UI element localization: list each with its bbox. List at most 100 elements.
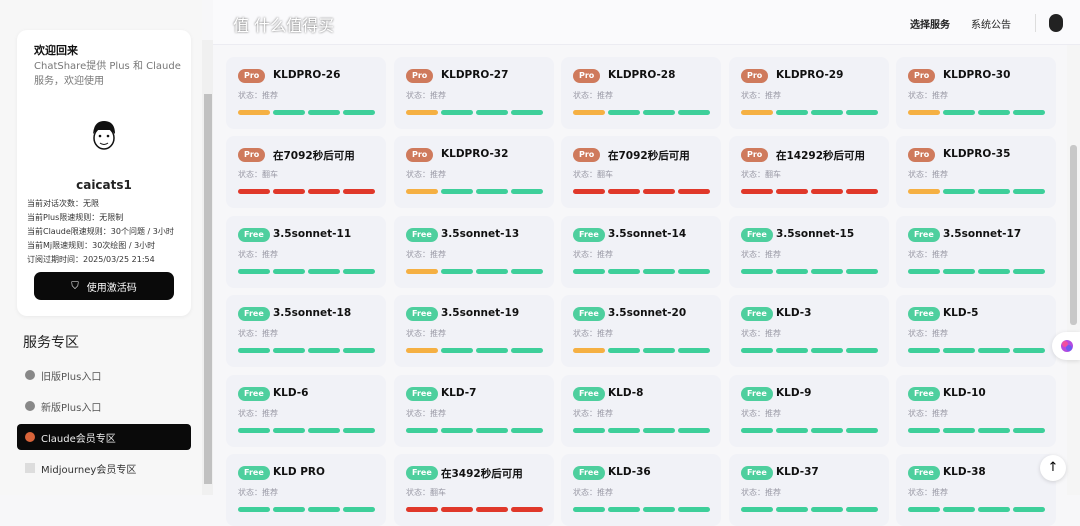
load-bar bbox=[273, 268, 305, 274]
service-card[interactable]: Free 3.5sonnet-20 状态：推荐 bbox=[561, 295, 721, 368]
assistant-button[interactable] bbox=[1052, 332, 1080, 360]
service-card[interactable]: Free KLD-36 状态：推荐 bbox=[561, 454, 721, 526]
welcome-subtitle: ChatShare提供 Plus 和 Claude 服务，欢迎使用 bbox=[34, 61, 181, 87]
back-to-top-button[interactable]: ↑ bbox=[1040, 455, 1066, 481]
status-value: 推荐 bbox=[262, 249, 278, 259]
status-label: 状态： bbox=[908, 249, 932, 259]
load-bars bbox=[573, 110, 710, 115]
service-card[interactable]: Pro 在7092秒后可用 状态：翻车 bbox=[226, 136, 386, 209]
service-card[interactable]: Pro 在14292秒后可用 状态：翻车 bbox=[729, 136, 889, 209]
sidebar-item-old-plus[interactable]: 旧版Plus入口 bbox=[17, 362, 191, 388]
load-bar bbox=[741, 507, 773, 512]
load-bar bbox=[608, 507, 640, 512]
nav-select-service[interactable]: 选择服务 bbox=[910, 20, 950, 31]
service-card[interactable]: Free 3.5sonnet-17 状态：推荐 bbox=[896, 215, 1056, 288]
shield-icon: ⛉ bbox=[71, 280, 79, 292]
service-status: 状态：推荐 bbox=[238, 408, 278, 419]
tier-badge: Free bbox=[573, 307, 605, 322]
nav-label: 旧版Plus入口 bbox=[41, 371, 102, 383]
service-status: 状态：翻车 bbox=[741, 169, 781, 180]
load-bar bbox=[643, 189, 675, 195]
status-value: 推荐 bbox=[597, 329, 613, 339]
service-card[interactable]: Pro KLDPRO-29 状态：推荐 bbox=[729, 57, 889, 129]
load-bar bbox=[238, 507, 270, 512]
nav-announcement[interactable]: 系统公告 bbox=[971, 20, 1011, 31]
watermark: 值 什么值得买 bbox=[233, 16, 335, 35]
load-bar bbox=[776, 507, 808, 512]
load-bar bbox=[741, 348, 773, 354]
load-bar bbox=[511, 268, 543, 274]
user-avatar[interactable] bbox=[1049, 14, 1063, 32]
service-status: 状态：推荐 bbox=[573, 249, 613, 260]
service-name: KLD-3 bbox=[776, 307, 812, 320]
info-line: 订阅过期时间：2025/03/25 21:54 bbox=[27, 255, 155, 264]
service-card[interactable]: Free 在3492秒后可用 状态：翻车 bbox=[394, 454, 554, 526]
load-bars bbox=[238, 268, 375, 274]
main-scroll-thumb[interactable] bbox=[1070, 145, 1077, 325]
username: caicats1 bbox=[76, 178, 132, 192]
service-card[interactable]: Free KLD-6 状态：推荐 bbox=[226, 374, 386, 447]
sidebar-item-claude[interactable]: Claude会员专区 bbox=[17, 424, 191, 450]
service-name: 3.5sonnet-20 bbox=[608, 307, 687, 320]
service-card[interactable]: Free KLD-38 状态：推荐 bbox=[896, 454, 1056, 526]
service-name: KLDPRO-35 bbox=[943, 148, 1011, 161]
sidebar-item-midjourney[interactable]: Midjourney会员专区 bbox=[17, 455, 191, 481]
load-bar bbox=[776, 427, 808, 433]
load-bar bbox=[608, 427, 640, 433]
service-name: 3.5sonnet-18 bbox=[273, 307, 352, 320]
service-name: KLDPRO-28 bbox=[608, 69, 676, 81]
service-card[interactable]: Free 3.5sonnet-11 状态：推荐 bbox=[226, 215, 386, 288]
service-card[interactable]: Pro KLDPRO-27 状态：推荐 bbox=[394, 57, 554, 129]
service-status: 状态：推荐 bbox=[406, 90, 446, 101]
service-card[interactable]: Free 3.5sonnet-19 状态：推荐 bbox=[394, 295, 554, 368]
tier-badge: Free bbox=[406, 307, 438, 322]
service-card[interactable]: Free 3.5sonnet-15 状态：推荐 bbox=[729, 215, 889, 288]
sidebar-item-new-plus[interactable]: 新版Plus入口 bbox=[17, 393, 191, 419]
status-value: 推荐 bbox=[932, 329, 948, 339]
service-card[interactable]: Free KLD-37 状态：推荐 bbox=[729, 454, 889, 526]
status-label: 状态： bbox=[406, 329, 430, 339]
tier-badge: Pro bbox=[238, 69, 266, 83]
sidebar-scroll-thumb[interactable] bbox=[204, 94, 212, 484]
service-card[interactable]: Pro KLDPRO-28 状态：推荐 bbox=[561, 57, 721, 129]
service-card[interactable]: Free KLD-9 状态：推荐 bbox=[729, 374, 889, 447]
use-code-button[interactable]: ⛉ 使用激活码 bbox=[34, 272, 174, 300]
service-card[interactable]: Free 3.5sonnet-18 状态：推荐 bbox=[226, 295, 386, 368]
sidebar-scrollbar[interactable] bbox=[202, 40, 213, 495]
service-card[interactable]: Free KLD PRO 状态：推荐 bbox=[226, 454, 386, 526]
service-card[interactable]: Pro KLDPRO-35 状态：推荐 bbox=[896, 136, 1056, 209]
status-value: 推荐 bbox=[765, 249, 781, 259]
service-card[interactable]: Pro KLDPRO-30 状态：推荐 bbox=[896, 57, 1056, 129]
status-value: 翻车 bbox=[430, 488, 446, 497]
load-bars bbox=[741, 348, 878, 354]
service-card[interactable]: Free 3.5sonnet-13 状态：推荐 bbox=[394, 215, 554, 288]
service-name: KLD PRO bbox=[273, 466, 325, 478]
service-card[interactable]: Free KLD-5 状态：推荐 bbox=[896, 295, 1056, 368]
load-bar bbox=[573, 189, 605, 195]
tier-badge: Free bbox=[238, 466, 270, 480]
service-card[interactable]: Pro 在7092秒后可用 状态：翻车 bbox=[561, 136, 721, 209]
load-bar bbox=[308, 507, 340, 512]
tier-badge: Pro bbox=[908, 148, 936, 163]
load-bar bbox=[343, 507, 375, 512]
service-card[interactable]: Free KLD-3 状态：推荐 bbox=[729, 295, 889, 368]
service-card[interactable]: Pro KLDPRO-26 状态：推荐 bbox=[226, 57, 386, 129]
main-scrollbar[interactable] bbox=[1067, 45, 1080, 495]
service-card[interactable]: Free KLD-8 状态：推荐 bbox=[561, 374, 721, 447]
service-card[interactable]: Free KLD-10 状态：推荐 bbox=[896, 374, 1056, 447]
status-label: 状态： bbox=[573, 408, 597, 418]
status-value: 翻车 bbox=[765, 170, 781, 180]
load-bar bbox=[238, 110, 270, 115]
status-label: 状态： bbox=[238, 249, 262, 259]
load-bar bbox=[608, 189, 640, 195]
sidebar: 欢迎回来 ChatShare提供 Plus 和 Claude 服务，欢迎使用 c… bbox=[0, 0, 202, 495]
service-card[interactable]: Free 3.5sonnet-14 状态：推荐 bbox=[561, 215, 721, 288]
service-card[interactable]: Free KLD-7 状态：推荐 bbox=[394, 374, 554, 447]
tier-badge: Free bbox=[908, 307, 940, 322]
load-bar bbox=[678, 427, 710, 433]
load-bar bbox=[511, 427, 543, 433]
service-card[interactable]: Pro KLDPRO-32 状态：推荐 bbox=[394, 136, 554, 209]
tier-badge: Free bbox=[406, 227, 438, 242]
load-bar bbox=[943, 427, 975, 433]
load-bar bbox=[308, 189, 340, 195]
